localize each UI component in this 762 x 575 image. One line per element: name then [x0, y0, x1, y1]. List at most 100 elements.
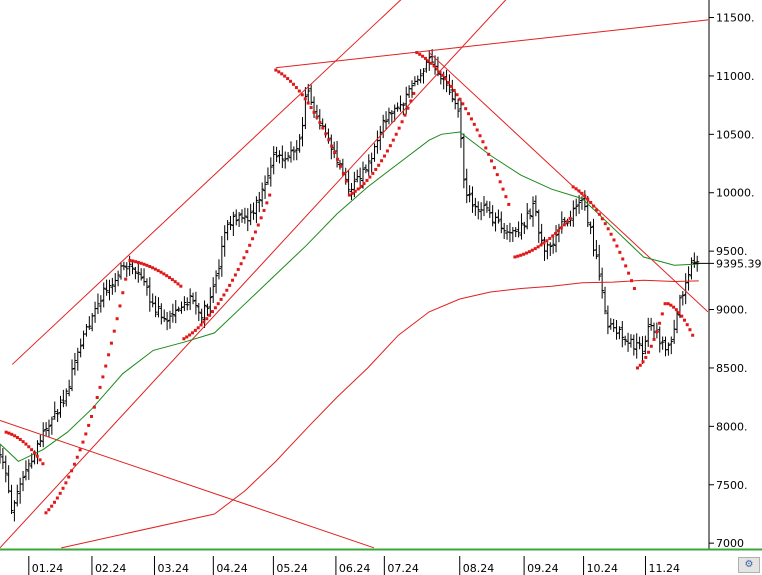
price-bar [525, 203, 530, 230]
price-bar [588, 221, 593, 235]
sar-dot [600, 217, 604, 221]
sar-dot [145, 263, 149, 267]
sar-dot [660, 312, 664, 316]
sar-dot [265, 201, 269, 205]
sar-dot [525, 251, 529, 255]
sar-dot [81, 440, 85, 444]
sar-dot [597, 212, 601, 216]
price-bar [496, 209, 501, 224]
sar-dot [245, 250, 249, 254]
sar-dot [455, 93, 459, 97]
sar-dot [196, 326, 200, 330]
sar-dot [592, 204, 596, 208]
sar-dot [64, 481, 68, 485]
price-bar [464, 168, 469, 204]
sar-dot [487, 152, 491, 156]
y-tick-label: 9500. [716, 245, 748, 258]
sar-dot [219, 297, 223, 301]
price-bar [136, 263, 141, 283]
sar-dot [321, 126, 325, 130]
sar-dot [458, 97, 462, 101]
sar-dot [666, 302, 670, 306]
sar-dot [61, 486, 65, 490]
sar-dot [394, 132, 398, 136]
sar-dot [432, 64, 436, 68]
x-tick-label: 02.24 [95, 562, 127, 575]
sar-dot [231, 278, 235, 282]
x-tick-label: 03.24 [157, 562, 189, 575]
sar-dot [435, 67, 439, 71]
price-bar [597, 244, 602, 281]
price-bar [67, 379, 72, 397]
price-bar [332, 141, 337, 159]
sar-dot [641, 360, 645, 364]
price-bar [156, 297, 161, 318]
sar-dot [306, 101, 310, 105]
sar-dot [90, 414, 94, 418]
sar-dot [50, 504, 54, 508]
sar-dot [107, 353, 111, 357]
sar-dot [669, 303, 673, 307]
price-bar [490, 205, 495, 227]
sar-dot [580, 191, 584, 195]
price-bar [337, 159, 342, 170]
sar-dot [409, 99, 413, 103]
sar-dot [464, 107, 468, 111]
price-bar [242, 207, 247, 224]
price-bar [176, 306, 181, 312]
sar-dot [336, 157, 340, 161]
price-bar [6, 465, 11, 494]
price-bar [179, 301, 184, 314]
price-bar [620, 321, 625, 348]
sar-dot [15, 436, 19, 440]
price-bar [666, 342, 671, 356]
price-bar [116, 270, 121, 287]
sar-dot [216, 302, 220, 306]
sar-dot [253, 230, 257, 234]
sar-dot [359, 184, 363, 188]
sar-dot [233, 273, 237, 277]
sar-dot [53, 500, 57, 504]
price-bars [0, 49, 700, 522]
price-bar [214, 270, 219, 294]
sar-dot [128, 258, 132, 262]
price-bar [603, 286, 608, 315]
sar-dot [609, 232, 613, 236]
price-bar [113, 273, 118, 293]
price-bar [663, 336, 668, 357]
sar-dot [202, 320, 206, 324]
sar-dot [368, 175, 372, 179]
sar-dot [621, 257, 625, 261]
price-bar [38, 434, 43, 448]
sar-dot [577, 189, 581, 193]
price-bar [240, 209, 245, 223]
sar-dot [663, 302, 667, 306]
price-bar [64, 388, 69, 407]
sar-dot [165, 274, 169, 278]
sar-dot [484, 146, 488, 150]
sar-dot [385, 149, 389, 153]
price-bar [222, 225, 227, 257]
sar-dot [277, 70, 281, 74]
chart-settings-icon[interactable]: ⚙ [738, 557, 760, 573]
sar-dot [32, 451, 36, 455]
price-bar [418, 69, 423, 84]
sar-dot [148, 265, 152, 269]
price-bar [617, 326, 622, 340]
price-bar [78, 338, 83, 358]
sar-dot [627, 271, 631, 275]
sar-dots [4, 51, 695, 515]
sar-dot [391, 138, 395, 142]
price-bar [513, 227, 518, 238]
sar-dot [239, 262, 243, 266]
sar-dot [18, 437, 22, 441]
sar-dot [380, 159, 384, 163]
sar-dot [504, 195, 508, 199]
sar-dot [228, 283, 232, 287]
price-bar [458, 98, 463, 148]
sar-dot [683, 318, 687, 322]
sar-dot [556, 229, 560, 233]
price-bar [251, 202, 256, 220]
price-bar [522, 221, 527, 234]
sar-dot [208, 313, 212, 317]
